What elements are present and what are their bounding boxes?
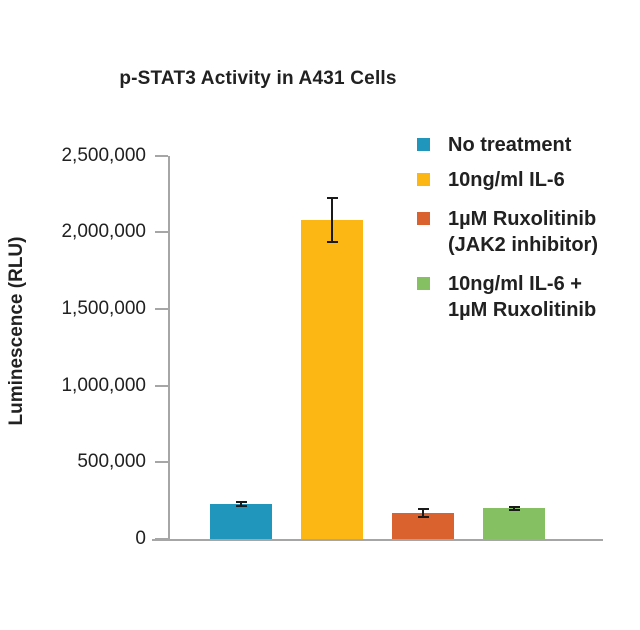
legend-label: 10ng/ml IL-6: [448, 167, 565, 193]
y-tick-label: 2,500,000: [61, 144, 146, 166]
y-axis-line: [168, 155, 170, 539]
bar-no-treatment: [210, 503, 272, 539]
y-tick-label: 2,000,000: [61, 221, 146, 243]
y-tick-mark: [155, 538, 168, 540]
error-bar-cap: [417, 515, 429, 518]
bar-il6-plus-ruxolitinib: [483, 508, 545, 539]
legend-label-line: 1µM Ruxolitinib: [448, 299, 597, 321]
bar-il6: [301, 219, 363, 539]
error-bar-line: [240, 500, 242, 507]
error-bar-cap: [326, 196, 338, 199]
y-tick-mark: [155, 384, 168, 387]
legend-label-line: (JAK2 inhibitor): [448, 234, 598, 256]
chart-title: p-STAT3 Activity in A431 Cells: [119, 68, 397, 89]
error-bar-no-treatment: [235, 500, 247, 507]
error-bar-cap: [235, 500, 247, 503]
legend-swatch-icon: [417, 212, 430, 225]
error-bar-cap: [508, 508, 520, 511]
legend-label: 10ng/ml IL-6 + 1µM Ruxolitinib: [448, 271, 596, 323]
error-bar-cap: [326, 240, 338, 243]
error-bar-ruxolitinib: [417, 508, 429, 518]
y-tick-mark: [155, 307, 168, 310]
legend-label-line: No treatment: [448, 134, 572, 156]
error-bar-il6-plus-ruxolitinib: [508, 506, 520, 511]
legend-item-il6-plus-ruxolitinib: 10ng/ml IL-6 + 1µM Ruxolitinib: [417, 271, 596, 323]
x-axis-line: [152, 539, 603, 541]
legend-label-line: 10ng/ml IL-6: [448, 169, 565, 191]
legend-swatch-icon: [417, 173, 430, 186]
legend-label-line: 10ng/ml IL-6 +: [448, 273, 582, 295]
legend-swatch-icon: [417, 138, 430, 151]
legend-label-line: 1µM Ruxolitinib: [448, 208, 597, 230]
legend-item-ruxolitinib: 1µM Ruxolitinib (JAK2 inhibitor): [417, 206, 598, 258]
legend-label: No treatment: [448, 132, 571, 158]
y-tick-label: 0: [135, 528, 146, 549]
legend-item-no-treatment: No treatment: [417, 132, 571, 158]
y-tick-mark: [155, 231, 168, 234]
error-bar-line: [513, 506, 515, 511]
y-tick-mark: [155, 154, 168, 157]
legend-item-il6: 10ng/ml IL-6: [417, 167, 565, 193]
y-tick-label: 1,000,000: [61, 374, 146, 396]
y-tick-label: 1,500,000: [61, 297, 146, 319]
error-bar-il6: [326, 196, 338, 243]
legend-label: 1µM Ruxolitinib (JAK2 inhibitor): [448, 206, 598, 258]
legend-swatch-icon: [417, 277, 430, 290]
error-bar-cap: [417, 508, 429, 511]
error-bar-cap: [508, 506, 520, 509]
error-bar-line: [422, 508, 424, 518]
y-axis-label: Luminescence (RLU): [6, 236, 27, 426]
error-bar-cap: [235, 504, 247, 507]
y-tick-mark: [155, 461, 168, 464]
error-bar-line: [331, 196, 333, 243]
y-tick-label: 500,000: [77, 451, 146, 473]
